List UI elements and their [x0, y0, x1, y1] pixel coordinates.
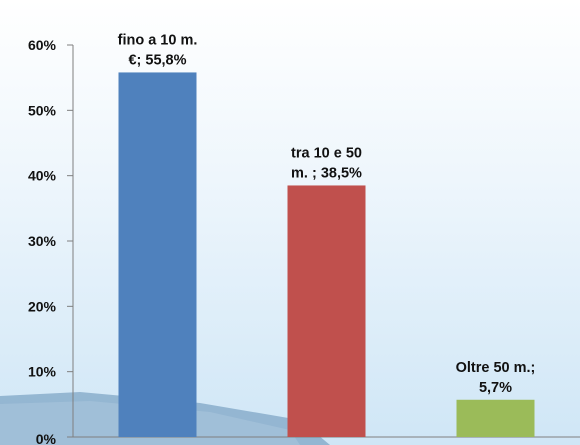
bar-2	[287, 185, 366, 437]
y-tick-label: 0%	[36, 431, 57, 445]
data-label-bar-2: tra 10 e 50	[291, 145, 362, 161]
data-labels-group: fino a 10 m. €; 55,8% tra 10 e 50 m. ; 38,5…	[118, 32, 536, 395]
data-label-bar-1: fino a 10 m.	[118, 32, 198, 48]
bar-1	[118, 72, 197, 437]
data-label-bar-1: €; 55,8%	[128, 52, 186, 68]
bar-3	[456, 399, 535, 437]
data-label-bar-3: 5,7%	[479, 380, 512, 396]
y-tick-label: 20%	[28, 298, 57, 314]
y-tick-label: 50%	[28, 102, 57, 118]
y-tick-label: 40%	[28, 168, 57, 184]
y-tick-label: 30%	[28, 233, 57, 249]
y-tick-label: 60%	[28, 37, 57, 53]
data-label-bar-3: Oltre 50 m.;	[456, 360, 536, 376]
data-label-bar-2: m. ; 38,5%	[291, 165, 362, 181]
y-tick-label: 10%	[28, 364, 57, 380]
y-axis-ticks: 0% 10% 20% 30% 40% 50% 60%	[28, 37, 73, 445]
bars-group	[118, 72, 535, 437]
